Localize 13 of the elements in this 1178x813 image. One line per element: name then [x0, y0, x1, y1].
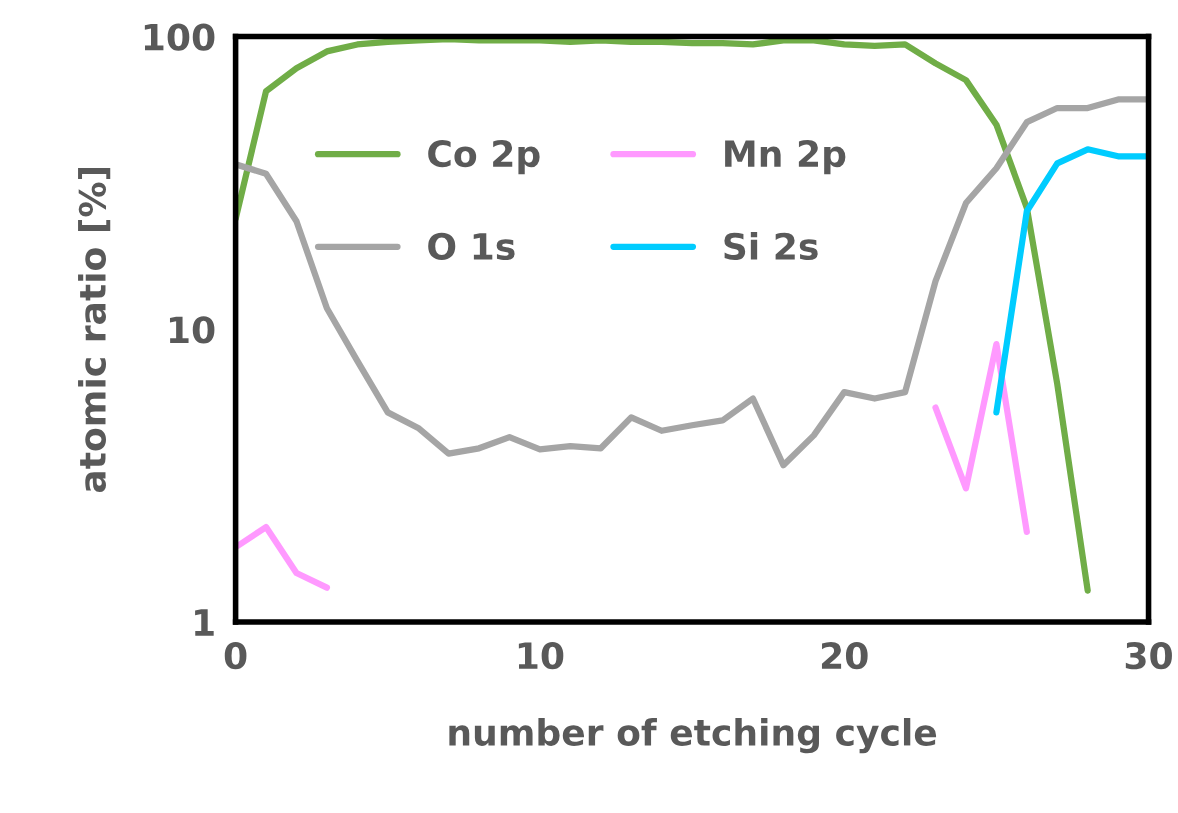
- y-tick-label: 1: [195, 609, 214, 636]
- x-tick-label: 10: [518, 642, 564, 670]
- y-axis-title: atomic ratio [%]: [78, 167, 111, 493]
- legend-label: Co 2p: [428, 139, 540, 175]
- y-tick-label: 100: [144, 23, 215, 51]
- x-axis-title: number of etching cycle: [449, 718, 937, 754]
- legend-label: Si 2s: [724, 232, 818, 261]
- y-tick-label: 10: [169, 316, 215, 344]
- legend-label: Mn 2p: [725, 139, 846, 175]
- x-tick-label: 20: [821, 642, 868, 670]
- legend-label: O 1s: [428, 232, 515, 261]
- x-tick-label: 30: [1125, 642, 1172, 670]
- x-tick-label: 0: [224, 642, 247, 670]
